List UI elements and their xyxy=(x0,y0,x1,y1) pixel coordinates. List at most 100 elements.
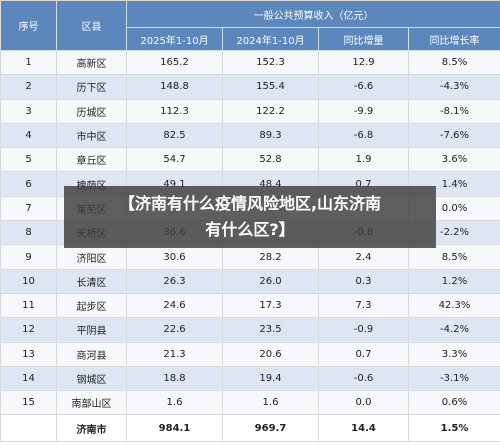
cell-seq: 3 xyxy=(0,98,57,124)
header-group: 一般公共预算收入（亿元） xyxy=(126,0,500,28)
cell-yoy-rate: 0.6% xyxy=(408,390,500,416)
cell-seq: 1 xyxy=(0,49,57,76)
cell-yoy-rate: -4.3% xyxy=(408,74,500,100)
table-row: 5 章丘区 54.7 52.8 1.9 3.6% xyxy=(0,147,500,173)
cell-seq: 4 xyxy=(0,122,57,149)
table-row: 10 长清区 26.3 26.0 0.3 1.2% xyxy=(0,268,500,294)
cell-seq: 13 xyxy=(0,341,57,367)
cell-yoy: 0.3 xyxy=(318,268,409,294)
cell-y2025: 165.2 xyxy=(126,49,223,76)
cell-seq: 5 xyxy=(0,147,57,173)
cell-seq: 9 xyxy=(0,244,57,270)
cell-y2024: 20.6 xyxy=(222,341,319,367)
cell-seq: 11 xyxy=(0,292,57,319)
cell-yoy-rate: 3.3% xyxy=(408,341,500,367)
cell-yoy-rate: -3.1% xyxy=(408,365,500,392)
header-seq: 序号 xyxy=(0,0,57,51)
cell-y2025: 112.3 xyxy=(126,98,223,124)
table-row: 3 历城区 112.3 122.2 -9.9 -8.1% xyxy=(0,98,500,124)
cell-y2025: 21.3 xyxy=(126,341,223,367)
cell-seq: 12 xyxy=(0,317,57,343)
cell-y2025: 54.7 xyxy=(126,147,223,173)
cell-seq: 8 xyxy=(0,220,57,246)
cell-y2024: 152.3 xyxy=(222,49,319,76)
cell-seq: 2 xyxy=(0,74,57,100)
total-row: 济南市 984.1 969.7 14.4 1.5% xyxy=(0,414,500,443)
cell-yoy-rate: 1.2% xyxy=(408,268,500,294)
header-yoy-rate: 同比增长率 xyxy=(408,27,500,51)
cell-district: 平阴县 xyxy=(56,317,127,343)
table-row: 9 济阳区 30.6 28.2 2.4 8.5% xyxy=(0,244,500,270)
cell-seq: 6 xyxy=(0,171,57,197)
cell-y2025: 148.8 xyxy=(126,74,223,100)
cell-yoy-rate: 42.3% xyxy=(408,292,500,319)
cell-y2024: 28.2 xyxy=(222,244,319,270)
table-row: 13 商河县 21.3 20.6 0.7 3.3% xyxy=(0,341,500,367)
cell-district: 市中区 xyxy=(56,122,127,149)
cell-y2024: 122.2 xyxy=(222,98,319,124)
cell-yoy: 0.0 xyxy=(318,390,409,416)
header-district: 区县 xyxy=(56,0,127,51)
cell-y2024: 1.6 xyxy=(222,390,319,416)
cell-district: 高新区 xyxy=(56,49,127,76)
cell-yoy: -9.9 xyxy=(318,98,409,124)
header-2024: 2024年1-10月 xyxy=(222,27,319,51)
cell-yoy: 0.7 xyxy=(318,341,409,367)
header-2025: 2025年1-10月 xyxy=(126,27,223,51)
cell-district: 长清区 xyxy=(56,268,127,294)
cell-district: 南部山区 xyxy=(56,390,127,416)
total-2024: 969.7 xyxy=(222,414,319,443)
cell-yoy-rate: 8.5% xyxy=(408,244,500,270)
cell-yoy: 7.3 xyxy=(318,292,409,319)
table-row: 12 平阴县 22.6 23.5 -0.9 -4.2% xyxy=(0,317,500,343)
cell-y2024: 89.3 xyxy=(222,122,319,149)
cell-y2024: 52.8 xyxy=(222,147,319,173)
table-row: 4 市中区 82.5 89.3 -6.8 -7.6% xyxy=(0,122,500,149)
cell-yoy-rate: -7.6% xyxy=(408,122,500,149)
cell-district: 济阳区 xyxy=(56,244,127,270)
cell-y2025: 1.6 xyxy=(126,390,223,416)
cell-y2025: 18.8 xyxy=(126,365,223,392)
table-row: 11 起步区 24.6 17.3 7.3 42.3% xyxy=(0,292,500,319)
cell-district: 章丘区 xyxy=(56,147,127,173)
cell-y2025: 22.6 xyxy=(126,317,223,343)
cell-yoy: 12.9 xyxy=(318,49,409,76)
caption-overlay: 【济南有什么疫情风险地区,山东济南 有什么区?】 xyxy=(64,186,436,248)
cell-yoy-rate: 1.4% xyxy=(408,171,500,197)
cell-y2024: 17.3 xyxy=(222,292,319,319)
table-row: 1 高新区 165.2 152.3 12.9 8.5% xyxy=(0,49,500,76)
cell-y2025: 24.6 xyxy=(126,292,223,319)
cell-yoy-rate: -4.2% xyxy=(408,317,500,343)
total-yoy: 14.4 xyxy=(318,414,409,443)
caption-line-1: 【济南有什么疫情风险地区,山东济南 xyxy=(118,194,382,213)
caption-line-2: 有什么区?】 xyxy=(205,220,295,239)
cell-yoy-rate: 8.5% xyxy=(408,49,500,76)
cell-y2025: 30.6 xyxy=(126,244,223,270)
cell-seq: 14 xyxy=(0,365,57,392)
cell-seq: 7 xyxy=(0,195,57,222)
cell-yoy: -0.9 xyxy=(318,317,409,343)
cell-yoy: -0.6 xyxy=(318,365,409,392)
cell-y2024: 23.5 xyxy=(222,317,319,343)
table-row: 2 历下区 148.8 155.4 -6.6 -4.3% xyxy=(0,74,500,100)
cell-yoy: 1.9 xyxy=(318,147,409,173)
header-yoy: 同比增量 xyxy=(318,27,409,51)
cell-y2025: 82.5 xyxy=(126,122,223,149)
cell-district: 历城区 xyxy=(56,98,127,124)
cell-y2024: 19.4 xyxy=(222,365,319,392)
table-row: 6槐荫区49.148.40.71.4% xyxy=(0,171,500,197)
total-seq xyxy=(0,414,57,443)
cell-yoy-rate: 3.6% xyxy=(408,147,500,173)
cell-yoy: 2.4 xyxy=(318,244,409,270)
cell-seq: 15 xyxy=(0,390,57,416)
cell-yoy: -6.8 xyxy=(318,122,409,149)
total-district: 济南市 xyxy=(56,414,127,443)
cell-y2024: 155.4 xyxy=(222,74,319,100)
cell-district: 钢城区 xyxy=(56,365,127,392)
cell-y2025: 26.3 xyxy=(126,268,223,294)
cell-yoy: -6.6 xyxy=(318,74,409,100)
cell-district: 起步区 xyxy=(56,292,127,319)
table-row: 14 钢城区 18.8 19.4 -0.6 -3.1% xyxy=(0,365,500,392)
total-yoy-rate: 1.5% xyxy=(408,414,500,443)
